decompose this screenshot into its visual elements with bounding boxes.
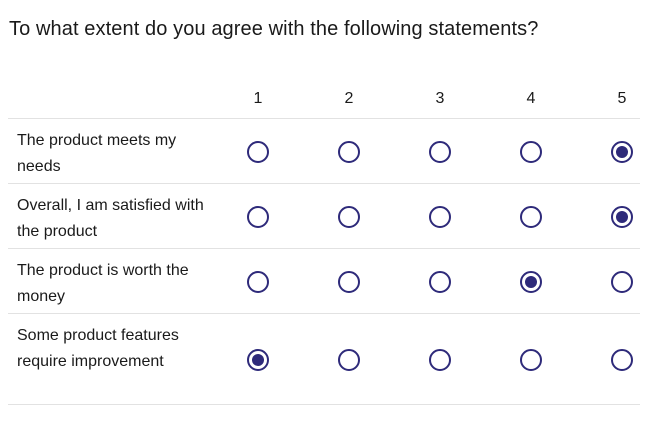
scale-label-5: 5 xyxy=(617,90,627,107)
radio-meets-needs-4[interactable] xyxy=(520,141,542,163)
radio-worth-money-3[interactable] xyxy=(429,271,451,293)
statement-row-worth-money: The product is worth the money xyxy=(8,249,640,314)
radio-improvement-4[interactable] xyxy=(520,349,542,371)
scale-label-2: 2 xyxy=(344,90,354,107)
radio-satisfied-2[interactable] xyxy=(338,206,360,228)
radio-meets-needs-2[interactable] xyxy=(338,141,360,163)
radio-satisfied-1[interactable] xyxy=(247,206,269,228)
radio-improvement-1[interactable] xyxy=(247,349,269,371)
radio-satisfied-5[interactable] xyxy=(611,206,633,228)
radio-meets-needs-1[interactable] xyxy=(247,141,269,163)
radio-worth-money-2[interactable] xyxy=(338,271,360,293)
radio-worth-money-1[interactable] xyxy=(247,271,269,293)
radio-satisfied-3[interactable] xyxy=(429,206,451,228)
statement-label: The product meets my needs xyxy=(17,132,177,175)
scale-label-1: 1 xyxy=(253,90,263,107)
radio-meets-needs-3[interactable] xyxy=(429,141,451,163)
scale-label-3: 3 xyxy=(435,90,445,107)
statement-label: Overall, I am satisfied with the product xyxy=(17,197,204,240)
radio-meets-needs-5[interactable] xyxy=(611,141,633,163)
likert-matrix: 1 2 3 4 5 The product meets my needs Ove… xyxy=(8,80,640,405)
radio-improvement-2[interactable] xyxy=(338,349,360,371)
scale-label-4: 4 xyxy=(526,90,536,107)
radio-worth-money-4[interactable] xyxy=(520,271,542,293)
radio-improvement-5[interactable] xyxy=(611,349,633,371)
question-title: To what extent do you agree with the fol… xyxy=(9,18,539,40)
radio-improvement-3[interactable] xyxy=(429,349,451,371)
radio-satisfied-4[interactable] xyxy=(520,206,542,228)
radio-worth-money-5[interactable] xyxy=(611,271,633,293)
statement-label: Some product features require improvemen… xyxy=(17,327,179,370)
statement-row-meets-needs: The product meets my needs xyxy=(8,119,640,184)
statement-row-improvement: Some product features require improvemen… xyxy=(8,314,640,405)
statement-label: The product is worth the money xyxy=(17,262,189,305)
scale-header: 1 2 3 4 5 xyxy=(8,80,640,119)
statement-row-satisfied: Overall, I am satisfied with the product xyxy=(8,184,640,249)
